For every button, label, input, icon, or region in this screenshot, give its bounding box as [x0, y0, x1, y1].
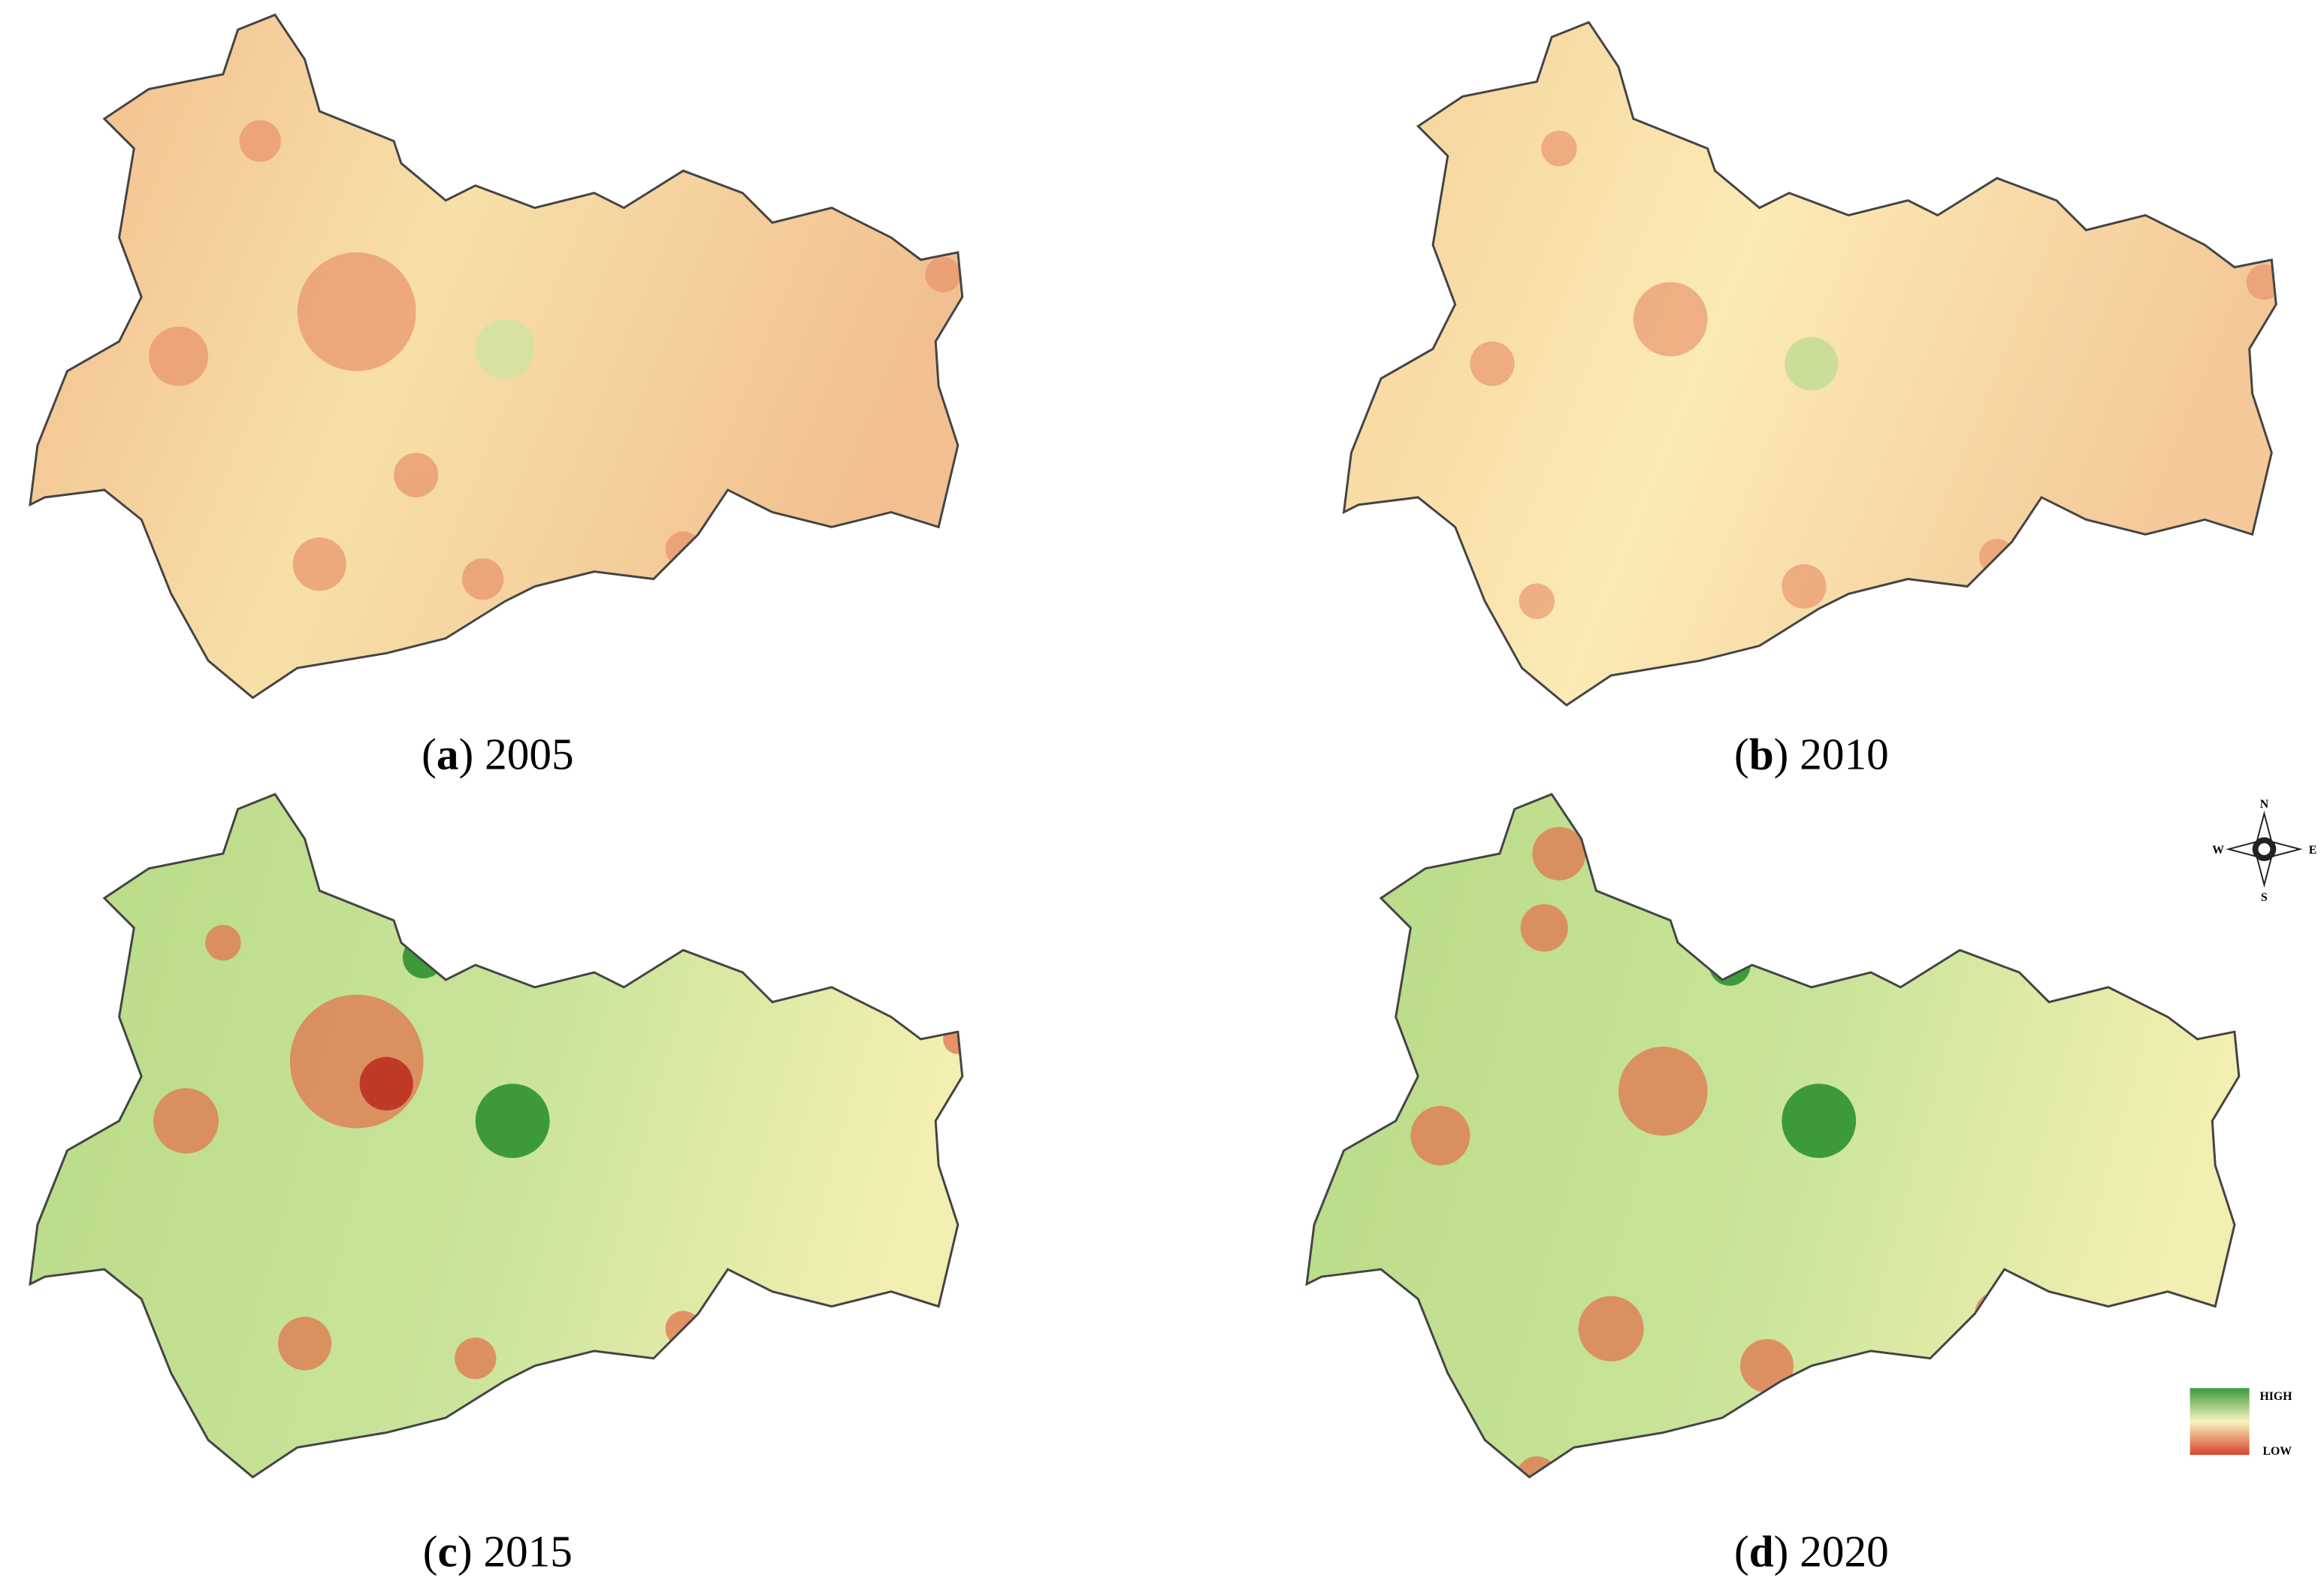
map-d: [1305, 793, 2241, 1479]
caption-part: (: [1734, 729, 1749, 778]
caption-part: a: [437, 729, 459, 778]
caption-part: ) 2010: [1774, 729, 1889, 778]
caption-part: (: [423, 1526, 438, 1576]
caption-part: (: [1734, 1526, 1749, 1576]
caption-part: ) 2005: [459, 729, 574, 778]
map-a: [29, 14, 964, 700]
map-b: [1343, 21, 2277, 706]
legend-high: HIGH: [2260, 1390, 2293, 1403]
legend-ramp: [2190, 1388, 2250, 1456]
caption: (c) 2015: [423, 1526, 573, 1576]
compass-e: E: [2309, 844, 2317, 857]
caption-part: b: [1749, 729, 1774, 778]
caption-part: ) 2015: [458, 1526, 573, 1576]
legend: HIGH LOW: [2190, 1388, 2293, 1458]
map-c: [29, 793, 964, 1479]
caption-part: (: [422, 729, 437, 778]
caption: (b) 2010: [1734, 729, 1889, 778]
legend-low: LOW: [2262, 1445, 2292, 1458]
compass-s: S: [2261, 891, 2268, 904]
compass: N S E W: [2212, 798, 2316, 904]
compass-w: W: [2212, 844, 2224, 857]
caption-part: d: [1749, 1526, 1774, 1576]
caption: (a) 2005: [422, 729, 573, 778]
caption-part: c: [438, 1526, 458, 1576]
caption-part: ) 2020: [1774, 1526, 1889, 1576]
compass-n: N: [2260, 798, 2269, 811]
caption: (d) 2020: [1734, 1526, 1889, 1576]
